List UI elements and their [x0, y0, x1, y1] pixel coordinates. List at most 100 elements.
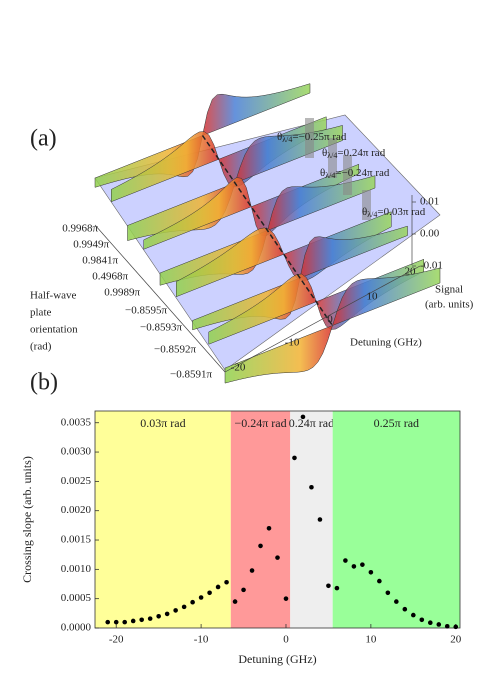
plot-frame — [94, 410, 461, 629]
point — [224, 579, 229, 585]
y-tick-label: 0.0020 — [61, 504, 92, 516]
y-tick-label: 0.0015 — [61, 534, 92, 546]
x-axis — [224, 265, 421, 373]
point — [377, 578, 382, 584]
point — [334, 585, 340, 591]
x-tick-label: 10 — [367, 291, 379, 303]
z-tick-label: 0.00 — [420, 228, 440, 240]
z-tick-label: -0.01 — [420, 260, 443, 272]
y-axis-label: orientation — [30, 324, 78, 336]
y-tick-label: 0.9968π — [62, 223, 98, 235]
y-tick-label: 0.0010 — [61, 563, 92, 575]
y-axis — [94, 224, 226, 373]
point — [419, 617, 425, 623]
annotation-text: =−0.25π rad — [292, 131, 347, 143]
annotation-symbol: θ — [362, 206, 367, 218]
phase-plane — [305, 118, 314, 158]
point — [427, 620, 433, 626]
annotation-sub: λ/4 — [327, 151, 337, 160]
region-label: 0.25π rad — [374, 416, 419, 430]
annotation-symbol: θ — [320, 167, 325, 179]
region — [230, 411, 291, 628]
annotation-sub: λ/4 — [367, 210, 377, 219]
y-tick-label: 0.0035 — [61, 416, 92, 428]
point — [249, 568, 255, 573]
y-tick-label: −0.8593π — [140, 322, 182, 334]
point — [317, 517, 323, 522]
panel-label: (b) — [30, 370, 58, 396]
point — [113, 619, 119, 625]
z-tick-label: 0.01 — [420, 196, 439, 208]
point — [181, 604, 187, 610]
y-axis-label: Crossing slope (arb. units) — [20, 456, 34, 583]
annotation-symbol: θ — [277, 131, 282, 143]
phase-plane — [328, 138, 337, 178]
panel-label: (a) — [30, 126, 57, 152]
y-tick-label: 0.9841π — [82, 255, 118, 267]
phase-plane — [362, 190, 371, 220]
region — [290, 411, 333, 628]
crossing-line — [201, 135, 334, 326]
region-label: 0.03π rad — [140, 416, 185, 430]
point — [368, 569, 374, 575]
point — [215, 584, 221, 590]
region-label: 0.24π rad — [289, 416, 334, 430]
z-axis-label: Signal — [435, 284, 463, 296]
y-tick-label: 0.0025 — [61, 475, 92, 487]
x-tick-label: 10 — [365, 634, 377, 646]
x-tick-label: -20 — [231, 362, 246, 374]
point — [164, 611, 170, 617]
annotation: θλ/4=0.03π rad — [362, 206, 426, 219]
y-tick-label: 0.9949π — [73, 239, 109, 251]
y-tick-label: 0.9989π — [104, 287, 140, 299]
point — [385, 590, 391, 596]
y-axis-label: (rad) — [30, 341, 52, 353]
point — [326, 583, 331, 589]
point — [351, 564, 357, 569]
x-axis-label: Detuning (GHz) — [350, 337, 422, 349]
region — [332, 411, 460, 628]
point — [436, 622, 442, 627]
region-label: −0.24π rad — [234, 416, 286, 430]
point — [156, 613, 161, 619]
surface-slice — [224, 267, 441, 384]
annotation: θλ/4=−0.24π rad — [320, 167, 390, 180]
point — [190, 599, 195, 605]
annotation-text: =0.03π rad — [377, 206, 425, 218]
x-tick-label: 0 — [327, 314, 333, 326]
y-tick-label: −0.8592π — [154, 344, 196, 356]
point — [266, 525, 272, 531]
point — [283, 596, 289, 601]
y-tick-label: −0.8595π — [125, 305, 167, 317]
point — [207, 590, 212, 596]
x-tick-label: 0 — [283, 634, 289, 646]
point — [122, 619, 128, 625]
point — [105, 619, 111, 625]
point — [198, 595, 204, 600]
point — [292, 455, 297, 461]
x-axis-label: Detuning (GHz) — [238, 652, 316, 666]
y-tick-label: 0.4968π — [92, 271, 128, 283]
point — [173, 608, 178, 613]
point — [402, 606, 408, 612]
y-axis-label: plate — [30, 307, 51, 319]
point — [147, 616, 153, 621]
y-tick-label: 0.0005 — [61, 592, 92, 604]
region — [95, 411, 231, 628]
point — [394, 599, 399, 604]
x-tick-label: 20 — [405, 266, 417, 278]
y-axis-label: Half-wave — [30, 290, 77, 302]
annotation: θλ/4=0.24π rad — [322, 147, 386, 160]
point — [130, 618, 136, 624]
y-tick-label: 0.0000 — [61, 622, 92, 634]
annotation-symbol: θ — [322, 147, 327, 159]
point — [343, 558, 348, 563]
z-axis-label: (arb. units) — [425, 299, 474, 311]
point — [258, 543, 263, 549]
point — [232, 599, 238, 604]
annotation: θλ/4=−0.25π rad — [277, 131, 347, 144]
x-tick-label: -10 — [285, 337, 300, 349]
point — [139, 617, 144, 623]
point — [444, 623, 450, 629]
